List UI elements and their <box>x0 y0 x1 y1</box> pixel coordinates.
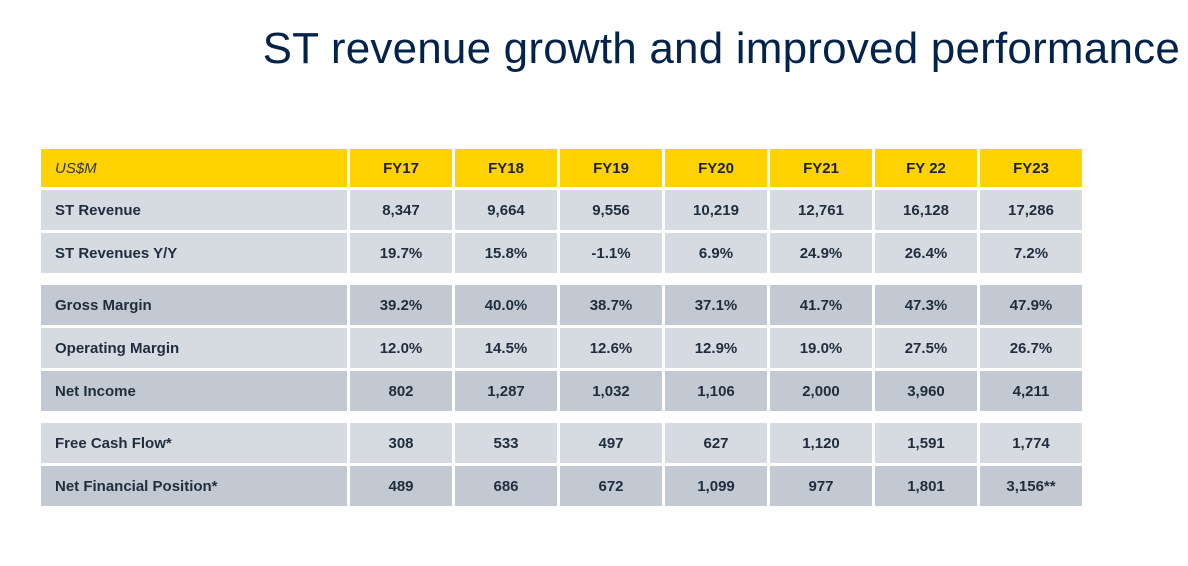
row-label: Net Financial Position* <box>41 466 347 506</box>
table-row-operating-margin: Operating Margin 12.0% 14.5% 12.6% 12.9%… <box>41 328 1082 368</box>
table-cell: 41.7% <box>770 285 872 325</box>
table-cell: 802 <box>350 371 452 411</box>
table-cell: 38.7% <box>560 285 662 325</box>
table-cell: 686 <box>455 466 557 506</box>
table-cell: 8,347 <box>350 190 452 230</box>
table-cell: 489 <box>350 466 452 506</box>
table-cell: 15.8% <box>455 233 557 273</box>
table-cell: 497 <box>560 423 662 463</box>
table-cell: 27.5% <box>875 328 977 368</box>
header-units-label: US$M <box>41 149 347 187</box>
table-cell: 19.7% <box>350 233 452 273</box>
table-cell: 1,801 <box>875 466 977 506</box>
column-header: FY 22 <box>875 149 977 187</box>
column-header: FY20 <box>665 149 767 187</box>
row-spacer <box>41 276 1082 282</box>
table-cell: 627 <box>665 423 767 463</box>
table-cell: 1,032 <box>560 371 662 411</box>
table-cell: 12.9% <box>665 328 767 368</box>
column-header: FY23 <box>980 149 1082 187</box>
table-cell: 533 <box>455 423 557 463</box>
row-label: Free Cash Flow* <box>41 423 347 463</box>
table-cell: 19.0% <box>770 328 872 368</box>
row-label: Operating Margin <box>41 328 347 368</box>
table-cell: 1,106 <box>665 371 767 411</box>
table-row-net-income: Net Income 802 1,287 1,032 1,106 2,000 3… <box>41 371 1082 411</box>
row-label: ST Revenues Y/Y <box>41 233 347 273</box>
table-cell: 2,000 <box>770 371 872 411</box>
table-cell: 1,287 <box>455 371 557 411</box>
table-cell: 1,774 <box>980 423 1082 463</box>
table-cell: 3,156** <box>980 466 1082 506</box>
table-cell: 1,099 <box>665 466 767 506</box>
table-cell: 1,591 <box>875 423 977 463</box>
table-row-free-cash-flow: Free Cash Flow* 308 533 497 627 1,120 1,… <box>41 423 1082 463</box>
table-cell: 977 <box>770 466 872 506</box>
table-cell: 7.2% <box>980 233 1082 273</box>
column-header: FY19 <box>560 149 662 187</box>
table-cell: 14.5% <box>455 328 557 368</box>
table-cell: 3,960 <box>875 371 977 411</box>
page-title: ST revenue growth and improved performan… <box>262 24 1180 73</box>
row-label: ST Revenue <box>41 190 347 230</box>
table-row-gross-margin: Gross Margin 39.2% 40.0% 38.7% 37.1% 41.… <box>41 285 1082 325</box>
table-cell: 24.9% <box>770 233 872 273</box>
table-cell: -1.1% <box>560 233 662 273</box>
table-row-st-revenue: ST Revenue 8,347 9,664 9,556 10,219 12,7… <box>41 190 1082 230</box>
table-cell: 4,211 <box>980 371 1082 411</box>
table-cell: 26.7% <box>980 328 1082 368</box>
table-cell: 12.0% <box>350 328 452 368</box>
row-spacer <box>41 414 1082 420</box>
row-label: Net Income <box>41 371 347 411</box>
table-cell: 26.4% <box>875 233 977 273</box>
table-row-st-revenues-yy: ST Revenues Y/Y 19.7% 15.8% -1.1% 6.9% 2… <box>41 233 1082 273</box>
table-cell: 37.1% <box>665 285 767 325</box>
table-cell: 6.9% <box>665 233 767 273</box>
table-cell: 1,120 <box>770 423 872 463</box>
table-cell: 39.2% <box>350 285 452 325</box>
table-cell: 12.6% <box>560 328 662 368</box>
table-cell: 9,664 <box>455 190 557 230</box>
table-cell: 12,761 <box>770 190 872 230</box>
table-cell: 16,128 <box>875 190 977 230</box>
table-cell: 47.9% <box>980 285 1082 325</box>
table-cell: 9,556 <box>560 190 662 230</box>
row-label: Gross Margin <box>41 285 347 325</box>
table-cell: 308 <box>350 423 452 463</box>
column-header: FY17 <box>350 149 452 187</box>
table-cell: 672 <box>560 466 662 506</box>
table-cell: 17,286 <box>980 190 1082 230</box>
table-row-net-financial-position: Net Financial Position* 489 686 672 1,09… <box>41 466 1082 506</box>
table-header-row: US$M FY17 FY18 FY19 FY20 FY21 FY 22 FY23 <box>41 149 1082 187</box>
table-cell: 47.3% <box>875 285 977 325</box>
column-header: FY18 <box>455 149 557 187</box>
table-cell: 10,219 <box>665 190 767 230</box>
column-header: FY21 <box>770 149 872 187</box>
table-cell: 40.0% <box>455 285 557 325</box>
financial-table: US$M FY17 FY18 FY19 FY20 FY21 FY 22 FY23… <box>38 146 1085 509</box>
